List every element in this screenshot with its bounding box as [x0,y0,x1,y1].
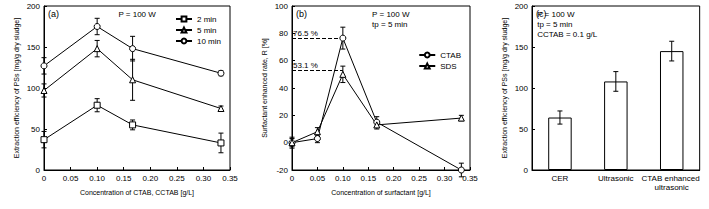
svg-text:0.35: 0.35 [462,174,478,183]
svg-text:0.25: 0.25 [411,174,427,183]
svg-text:100: 100 [515,84,529,93]
svg-text:0.30: 0.30 [196,174,212,183]
svg-text:0.05: 0.05 [310,174,326,183]
svg-text:100: 100 [27,84,41,93]
svg-text:0.20: 0.20 [142,174,158,183]
svg-text:(b): (b) [296,9,307,19]
svg-text:Surfactant enhanced rate, R [%: Surfactant enhanced rate, R [%] [261,38,269,138]
svg-text:0.10: 0.10 [335,174,351,183]
svg-text:0.10: 0.10 [89,174,105,183]
svg-text:0.20: 0.20 [386,174,402,183]
svg-text:10 min: 10 min [197,37,221,46]
svg-text:200: 200 [27,2,41,11]
svg-text:0.25: 0.25 [169,174,185,183]
svg-text:P = 100 W: P = 100 W [372,10,410,19]
svg-text:100: 100 [275,2,289,11]
svg-text:Ultrasonic: Ultrasonic [598,174,634,183]
svg-text:CER: CER [551,174,568,183]
svg-text:0: 0 [36,166,41,175]
svg-text:Concentration of CTAB, CCTAB [: Concentration of CTAB, CCTAB [g/L] [80,189,194,197]
svg-text:0.30: 0.30 [437,174,453,183]
svg-text:0: 0 [524,166,529,175]
svg-text:2 min: 2 min [197,15,217,24]
svg-text:0: 0 [290,174,295,183]
svg-text:150: 150 [515,43,529,52]
svg-text:0.35: 0.35 [222,174,238,183]
svg-text:0: 0 [42,174,47,183]
svg-text:50: 50 [31,125,40,134]
svg-text:53.1 %: 53.1 % [293,61,318,70]
svg-text:SDS: SDS [440,62,456,71]
svg-text:0.15: 0.15 [360,174,376,183]
svg-text:Extraction efficiency of PSs [: Extraction efficiency of PSs [mg/g dry s… [501,18,509,158]
svg-text:0.15: 0.15 [116,174,132,183]
svg-text:P = 100 W: P = 100 W [118,10,156,19]
svg-text:Extraction efficiency of PSs [: Extraction efficiency of PSs [mg/g dry s… [13,18,21,158]
svg-text:50: 50 [519,125,528,134]
svg-text:CCTAB = 0.1 g/L: CCTAB = 0.1 g/L [537,30,598,39]
svg-text:tp = 5 min: tp = 5 min [372,20,407,29]
svg-text:Concentration of surfactant [g: Concentration of surfactant [g/L] [331,189,431,197]
svg-text:150: 150 [27,43,41,52]
svg-text:76.5 %: 76.5 % [293,29,318,38]
svg-text:(a): (a) [48,9,59,19]
svg-text:80: 80 [279,29,288,38]
svg-text:CTAB enhanced: CTAB enhanced [642,174,702,183]
svg-text:20: 20 [279,111,288,120]
svg-text:CTAB: CTAB [440,51,461,60]
svg-text:-20: -20 [276,166,288,175]
svg-text:0.05: 0.05 [63,174,79,183]
svg-text:ultrasonic: ultrasonic [655,183,689,192]
svg-text:5 min: 5 min [197,26,217,35]
svg-text:P = 100 W: P = 100 W [537,10,575,19]
svg-text:tp = 5 min: tp = 5 min [537,20,572,29]
svg-text:60: 60 [279,56,288,65]
svg-text:200: 200 [515,2,529,11]
svg-text:0: 0 [284,138,289,147]
svg-text:40: 40 [279,84,288,93]
